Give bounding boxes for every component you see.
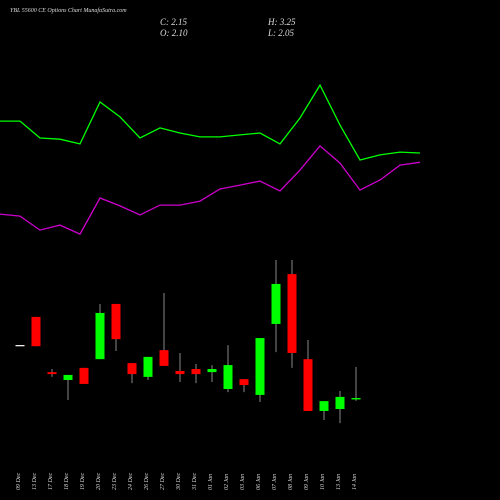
candle-body <box>303 359 313 411</box>
x-tick-label: 31 Dec <box>192 473 198 491</box>
header-low: L: 2.05 <box>267 28 295 38</box>
candle-body <box>79 367 89 384</box>
x-tick-label: 30 Dec <box>176 473 182 491</box>
chart-title: YBL 55600 CE Options Chart MunafaSutra.c… <box>10 7 127 14</box>
indicator-line <box>0 83 421 161</box>
candle-body <box>95 312 105 360</box>
candle-body <box>159 350 169 366</box>
candle-body <box>351 398 361 400</box>
candle-body <box>143 356 153 377</box>
x-tick-label: 17 Dec <box>48 473 54 490</box>
x-tick-label: 10 Jan <box>320 474 326 490</box>
header-open: O: 2.10 <box>160 28 188 38</box>
candle-body <box>335 396 345 410</box>
x-tick-label: 01 Jan <box>208 474 214 490</box>
candle-body <box>111 303 121 340</box>
x-tick-label: 13 Dec <box>32 473 38 490</box>
candle-body <box>63 374 73 380</box>
x-tick-label: 09 Jan <box>304 474 310 490</box>
x-tick-label: 23 Dec <box>112 473 118 490</box>
x-tick-label: 09 Dec <box>16 473 22 490</box>
header-high: H: 3.25 <box>267 17 296 27</box>
x-tick-label: 20 Dec <box>96 473 102 490</box>
candle-body <box>175 370 185 375</box>
x-tick-label: 03 Jan <box>240 474 246 490</box>
candle-body <box>127 363 137 375</box>
candle-body <box>239 379 249 386</box>
header-close: C: 2.15 <box>160 17 188 27</box>
x-tick-label: 14 Jan <box>351 474 358 490</box>
x-tick-label: 18 Dec <box>64 473 70 490</box>
candle-body <box>207 369 217 373</box>
x-tick-label: 27 Dec <box>160 473 166 490</box>
x-tick-label: 07 Jan <box>272 474 278 490</box>
candle-body <box>287 274 297 353</box>
candle-body <box>271 283 281 324</box>
x-tick-label: 24 Dec <box>127 473 134 490</box>
candle-body <box>15 345 25 347</box>
x-tick-label: 08 Jan <box>288 474 294 490</box>
x-tick-label: 02 Jan <box>224 474 230 490</box>
indicator-line <box>0 144 421 235</box>
x-tick-label: 06 Jan <box>256 474 262 490</box>
candle-body <box>31 316 41 347</box>
x-tick-label: 13 Jan <box>336 474 342 490</box>
x-tick-label: 26 Dec <box>144 473 150 490</box>
candle-body <box>47 372 57 375</box>
x-tick-label: 19 Dec <box>80 473 86 490</box>
candle-body <box>223 365 233 390</box>
candle-body <box>191 369 201 375</box>
candle-body <box>255 338 265 395</box>
candle-body <box>319 401 329 411</box>
